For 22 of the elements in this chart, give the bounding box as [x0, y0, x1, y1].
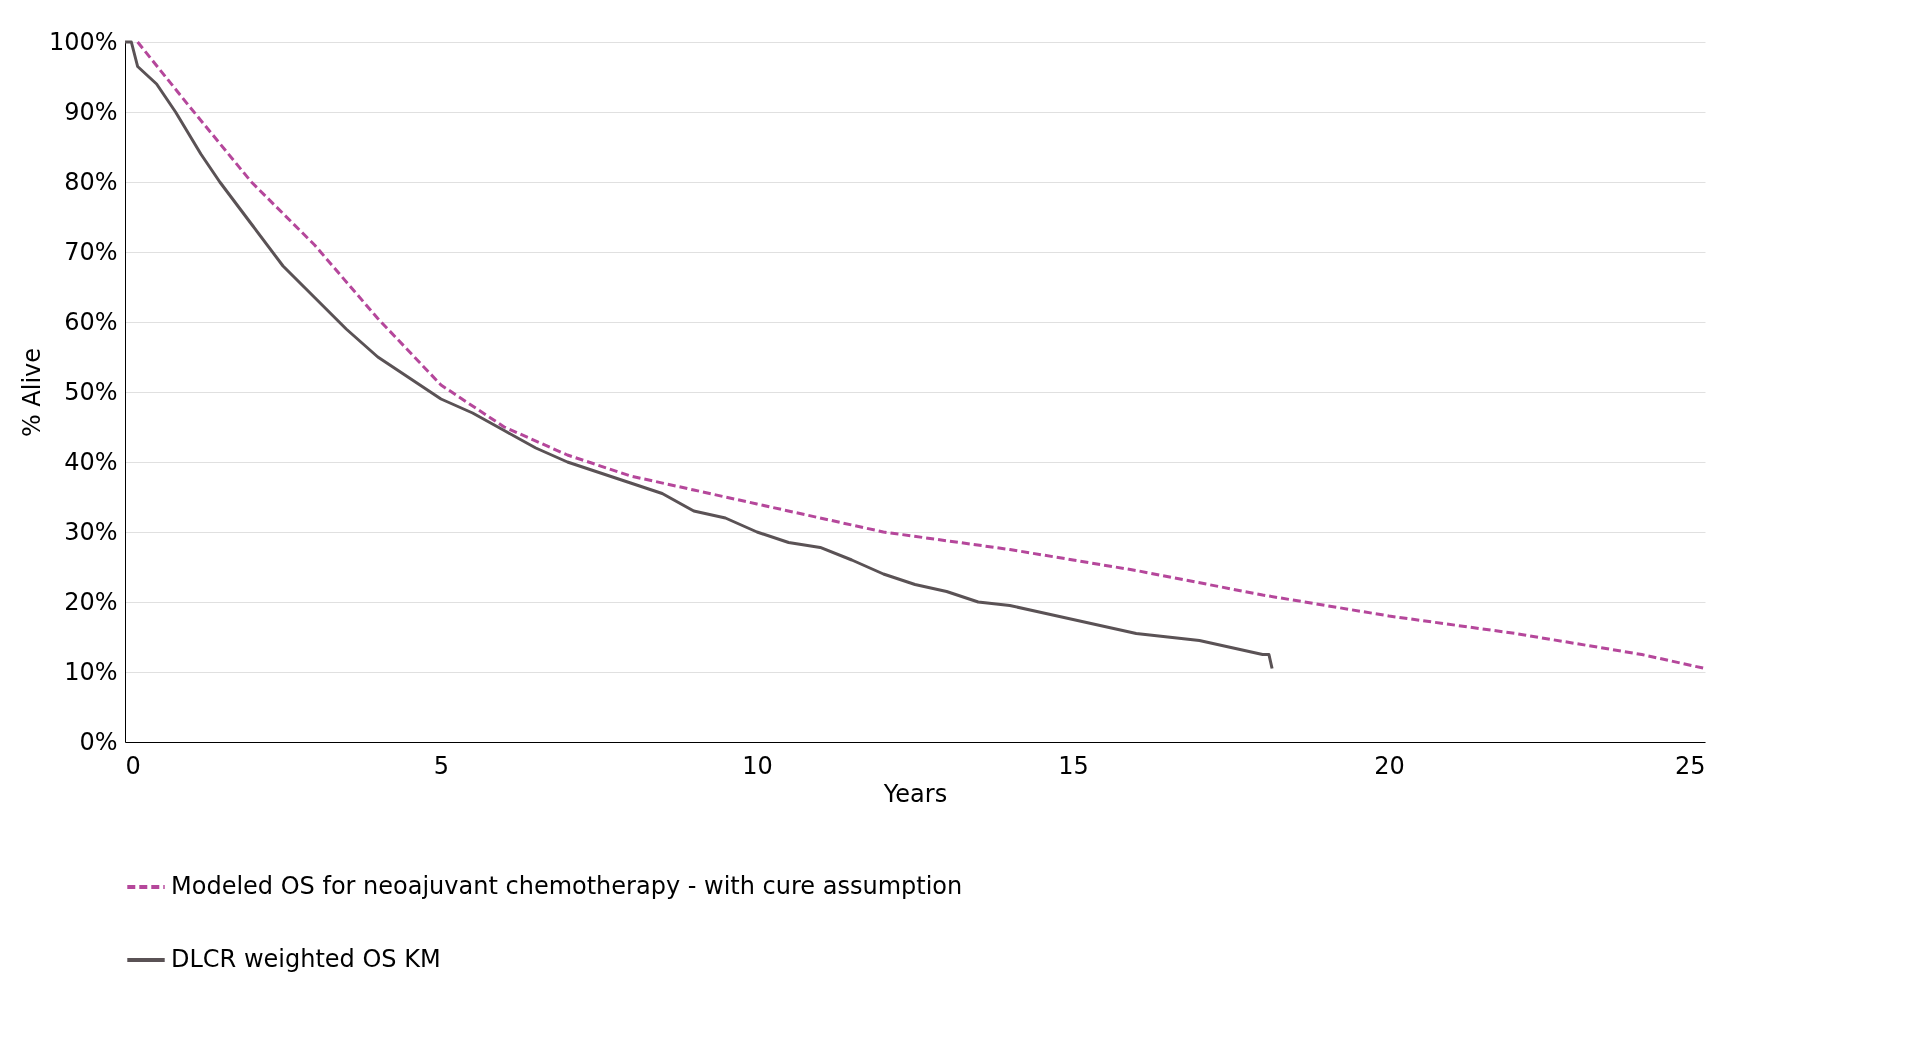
y-tick-label: 20% [64, 587, 118, 616]
y-axis-title: % Alive [17, 347, 46, 438]
y-tick-label: 90% [64, 97, 118, 126]
x-tick-label: 25 [1674, 751, 1706, 780]
y-tick-label: 80% [64, 167, 118, 196]
y-tick-label: 50% [64, 377, 118, 406]
y-tick-label: 40% [64, 447, 118, 476]
x-tick-label: 5 [433, 751, 450, 780]
y-tick-label: 70% [64, 237, 118, 266]
legend-label: DLCR weighted OS KM [171, 945, 441, 973]
y-tick-label: 30% [64, 517, 118, 546]
legend-label: Modeled OS for neoajuvant chemotherapy - with cure assumption [171, 872, 963, 900]
x-tick-label: 10 [742, 751, 773, 780]
x-tick-label: 0 [125, 751, 141, 780]
y-tick-label: 10% [64, 657, 118, 686]
y-tick-label: 100% [48, 27, 118, 56]
x-tick-label: 15 [1058, 751, 1089, 780]
x-tick-label: 20 [1374, 751, 1405, 780]
y-tick-label: 60% [64, 307, 118, 336]
line-series [123, 40, 1274, 670]
y-tick-label: 0% [79, 727, 118, 756]
x-axis-title: Years [882, 779, 948, 808]
